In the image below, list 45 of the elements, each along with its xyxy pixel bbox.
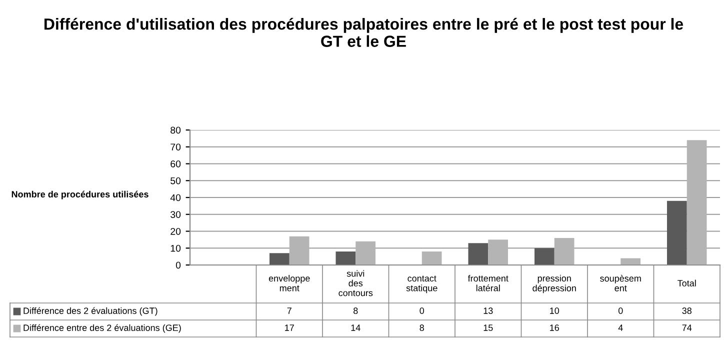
x-tick-label: pression dépression	[532, 274, 576, 294]
y-tick-label: 70	[170, 144, 181, 150]
x-tick-label: enveloppe ment	[268, 274, 310, 292]
y-axis-title: Nombre de procédures utilisées	[12, 190, 148, 200]
y-tick-label: 30	[170, 211, 181, 218]
x-tick-label: contact statique	[406, 276, 438, 294]
data-label: 14	[351, 324, 360, 331]
data-label: 0	[420, 308, 424, 314]
y-tick-label: 80	[170, 126, 181, 134]
y-tick-label: 0	[176, 262, 181, 269]
bar	[667, 200, 687, 265]
bar	[534, 248, 554, 265]
chart-title: Différence d'utilisation des procédures palpatoires entre le pré et le post test pour le GT et le GE	[44, 18, 684, 47]
x-tick-label: suivi des contours	[338, 270, 373, 296]
legend-label: Différence des 2 évaluations (GT)	[24, 307, 158, 316]
legend-label: Différence entre des 2 évaluations (GE)	[24, 324, 181, 333]
data-label: 7	[287, 308, 292, 314]
data-label: 0	[618, 308, 623, 314]
data-label: 16	[550, 324, 559, 331]
bar	[336, 252, 356, 265]
data-label: 15	[484, 324, 493, 331]
bar	[270, 253, 290, 265]
x-tick-label: soupèsem ent	[600, 274, 641, 292]
bar	[488, 240, 508, 265]
data-label: 10	[550, 308, 560, 314]
bar	[356, 241, 376, 265]
bar	[554, 238, 574, 265]
data-label: 13	[484, 308, 493, 314]
x-tick-label: Total	[678, 280, 696, 286]
data-label: 74	[682, 324, 692, 331]
data-label: 8	[420, 324, 424, 331]
data-label: 17	[285, 324, 294, 331]
y-tick-label: 50	[170, 177, 181, 184]
bar	[468, 243, 488, 265]
data-label: 8	[354, 308, 358, 314]
bar	[422, 252, 442, 265]
data-label: 4	[618, 324, 623, 331]
y-tick-label: 10	[170, 244, 181, 252]
y-tick-label: 20	[170, 228, 181, 235]
data-label: 38	[682, 308, 692, 314]
y-tick-label: 60	[170, 160, 181, 168]
x-tick-label: frottement latéral	[468, 274, 508, 292]
bar	[686, 140, 707, 265]
bar	[289, 236, 310, 265]
y-tick-label: 40	[170, 194, 181, 202]
